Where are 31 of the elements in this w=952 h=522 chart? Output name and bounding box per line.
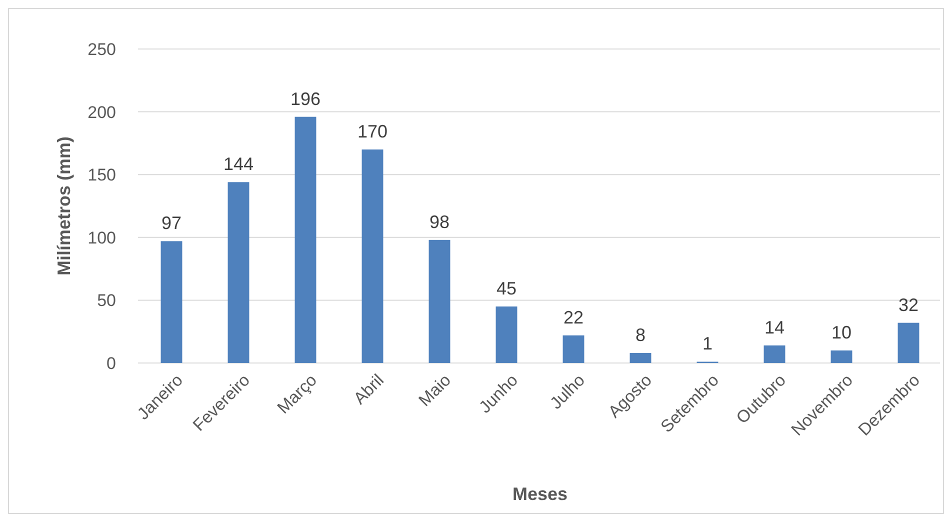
- data-label: 45: [496, 278, 517, 298]
- y-tick-label: 200: [88, 102, 116, 122]
- data-label: 196: [290, 88, 321, 109]
- data-label: 144: [223, 154, 254, 174]
- y-tick-label: 250: [88, 40, 116, 59]
- data-label: 32: [898, 294, 919, 315]
- data-label: 98: [429, 212, 450, 232]
- y-axis-title: Milímetros (mm): [54, 136, 74, 276]
- y-tick-label: 0: [106, 354, 116, 373]
- data-label: 1: [702, 334, 713, 354]
- data-label: 8: [635, 324, 646, 345]
- bar: [630, 352, 652, 363]
- y-tick-label: 100: [88, 228, 116, 248]
- bar: [764, 345, 786, 363]
- data-label: 97: [161, 213, 182, 234]
- bar: [562, 335, 584, 363]
- data-label: 22: [563, 307, 584, 328]
- bar: [228, 182, 250, 363]
- y-tick-label: 50: [97, 291, 116, 310]
- data-label: 170: [357, 121, 388, 142]
- data-label: 14: [764, 317, 785, 338]
- bar: [830, 350, 852, 363]
- bar: [362, 149, 384, 363]
- y-tick-label: 150: [88, 166, 116, 185]
- bar: [294, 116, 316, 363]
- x-axis-title: Meses: [512, 484, 568, 504]
- bar: [496, 306, 518, 363]
- bar: [160, 241, 182, 363]
- data-label: 10: [831, 322, 852, 342]
- bar: [898, 322, 920, 363]
- bar: [428, 240, 450, 363]
